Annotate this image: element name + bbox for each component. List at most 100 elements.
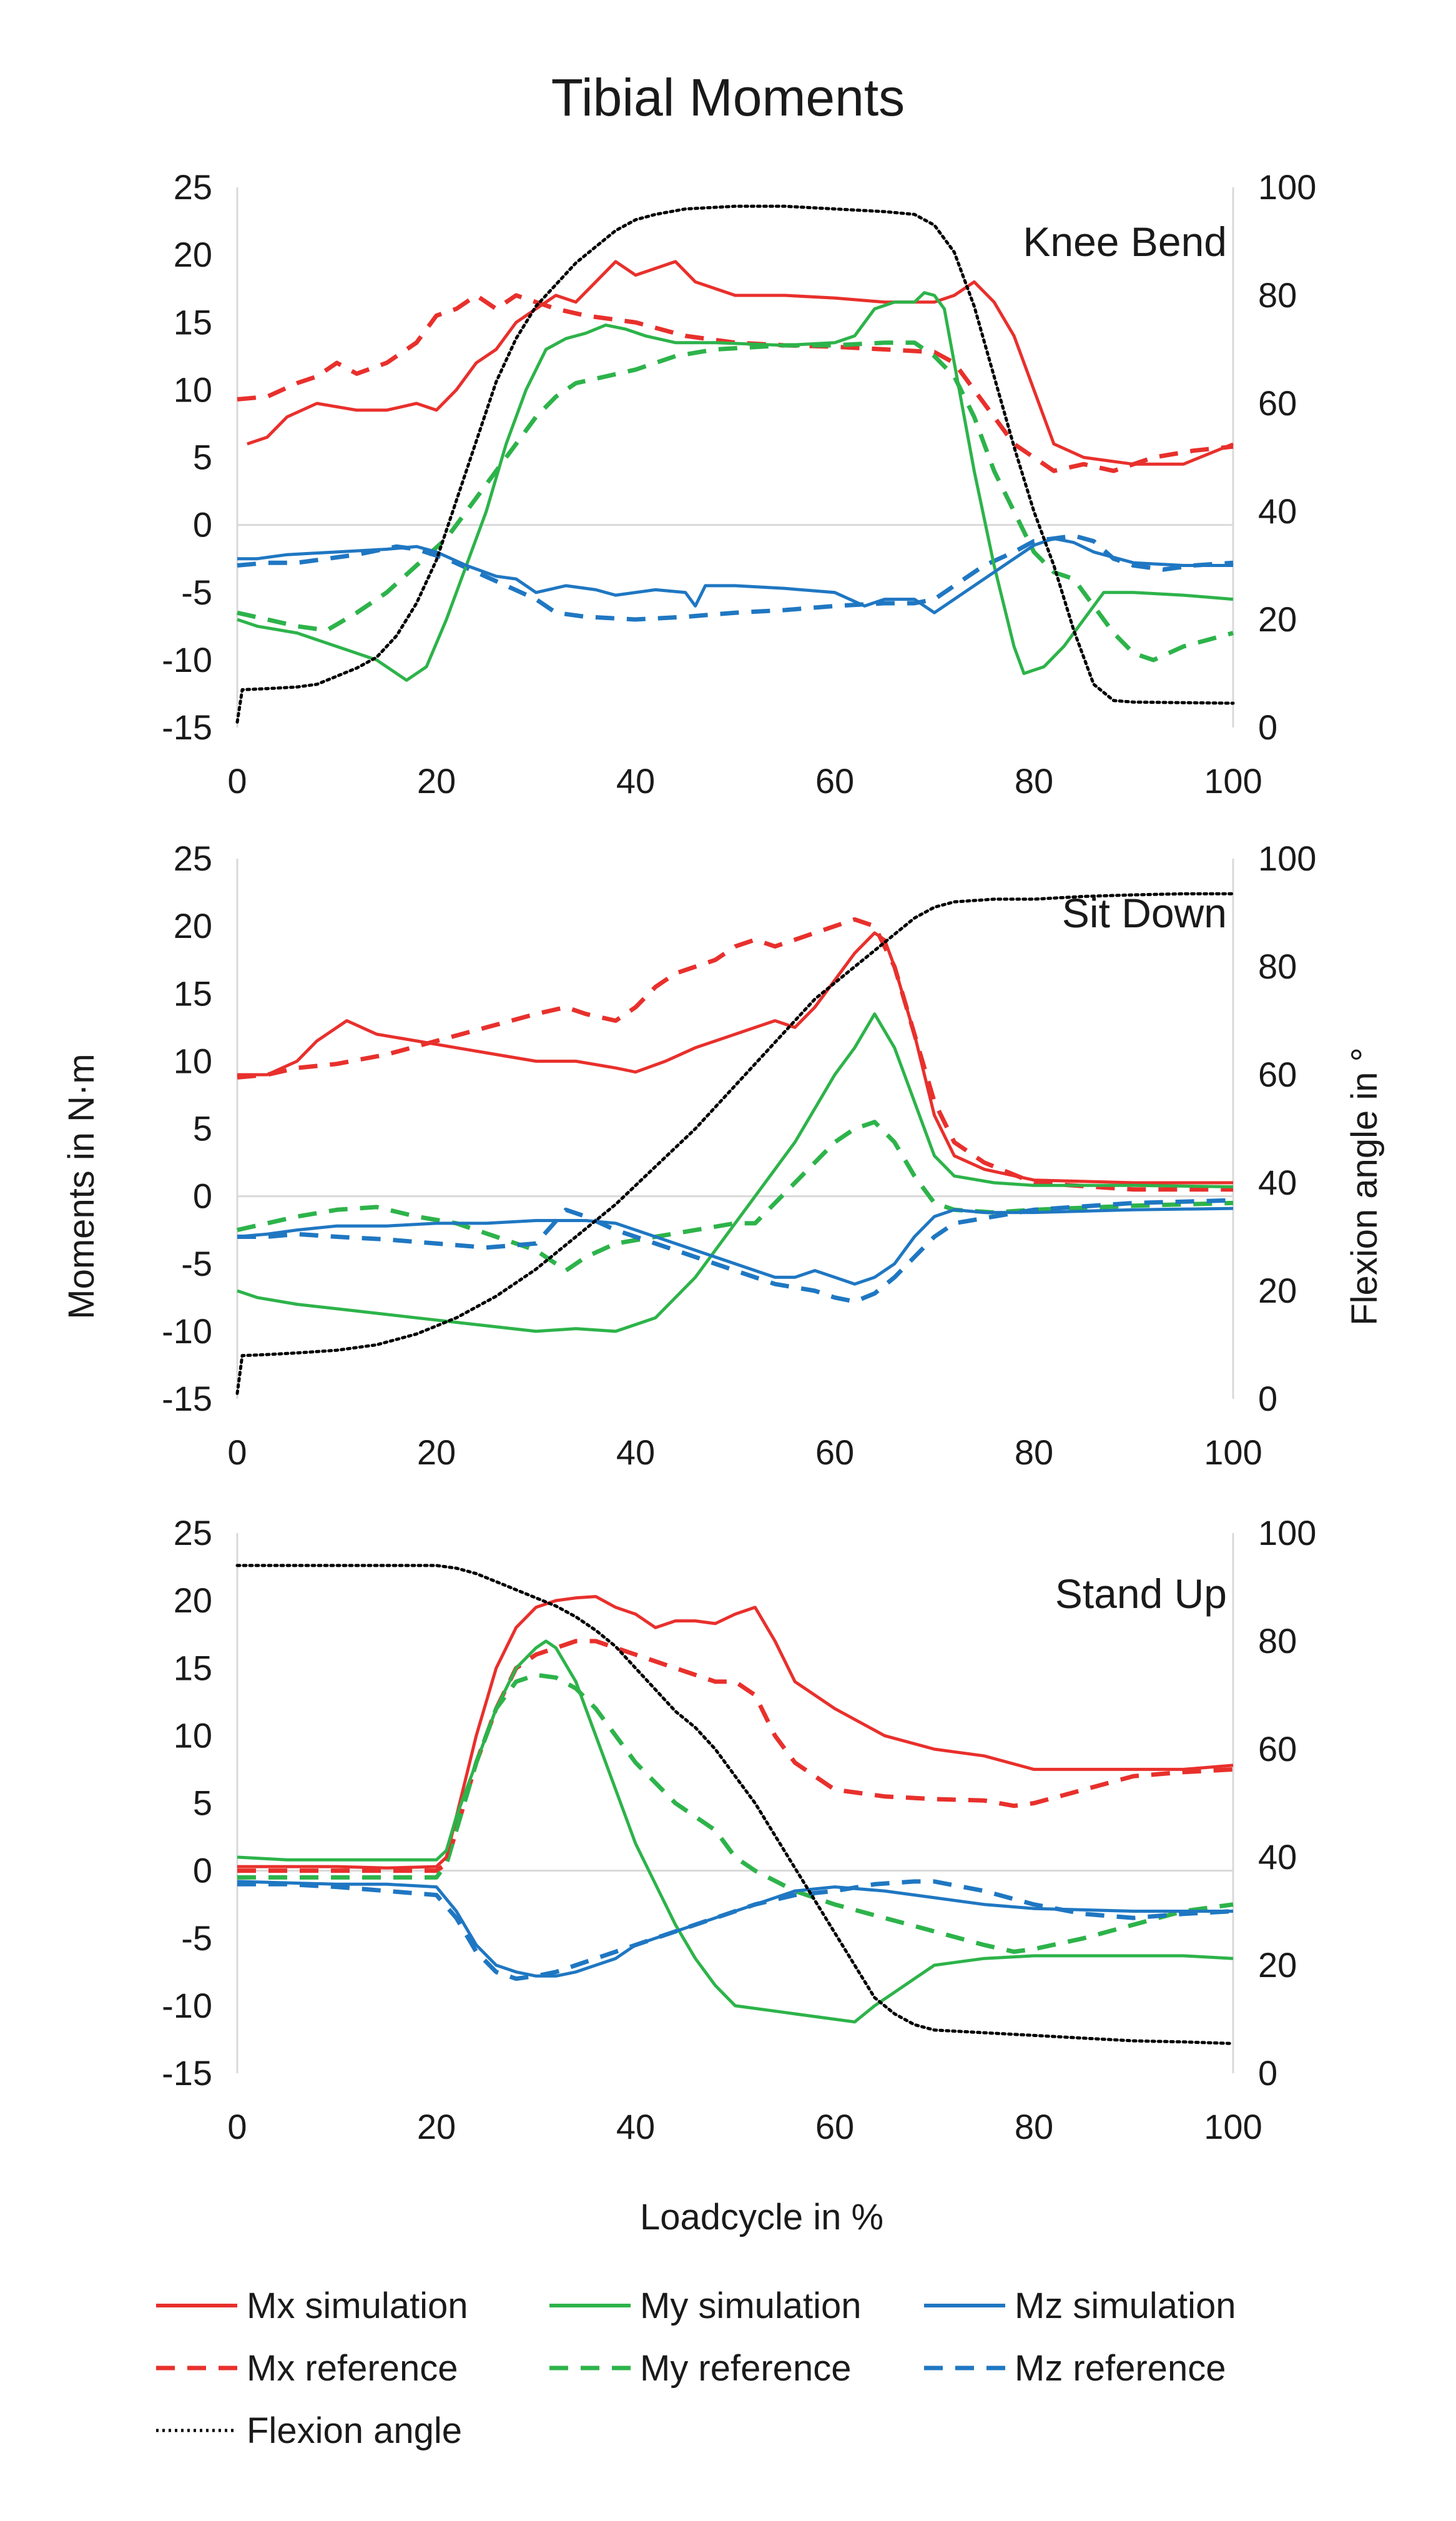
legend-label-mz-simulation: Mz simulation xyxy=(1015,2286,1236,2326)
knee-bend-series-mx-sim xyxy=(247,260,1234,466)
knee-bend-ytick-label: 10 xyxy=(174,370,212,409)
stand-up-series-mx-ref xyxy=(237,1639,1234,1873)
knee-bend-ytick-label: 25 xyxy=(174,167,212,207)
legend-item-my-simulation: My simulation xyxy=(549,2286,862,2326)
sit-down-xtick-label: 0 xyxy=(227,1433,247,1472)
knee-bend-series-my-sim xyxy=(237,291,1234,682)
stand-up-y2tick-label: 80 xyxy=(1258,1621,1297,1660)
sit-down-series-flex xyxy=(235,892,1235,1395)
stand-up-xtick-label: 0 xyxy=(227,2107,247,2146)
knee-bend-y2tick-label: 100 xyxy=(1258,167,1316,207)
sit-down-ytick-label: 0 xyxy=(193,1177,212,1216)
knee-bend-ytick-label: 20 xyxy=(174,235,212,274)
knee-bend-series-mz-sim xyxy=(237,536,1233,614)
sit-down-xtick-label: 40 xyxy=(616,1433,655,1472)
stand-up-y2tick-label: 0 xyxy=(1258,2053,1277,2093)
stand-up-xtick-label: 60 xyxy=(815,2107,854,2146)
sit-down-ytick-label: 10 xyxy=(174,1041,212,1080)
panel-stand-up: -15 -10 -5 0 5 10 15 20 25 0 20 40 60 80 100 0 20 40 60 80 1… xyxy=(162,1513,1316,2146)
legend-label-flexion-angle: Flexion angle xyxy=(247,2410,462,2451)
legend: Mx simulation My simulation Mz simulatio… xyxy=(156,2286,1236,2451)
stand-up-xtick-label: 40 xyxy=(616,2107,655,2146)
knee-bend-ytick-label: -15 xyxy=(162,708,212,747)
stand-up-series-mz-sim xyxy=(237,1880,1233,1978)
sit-down-ytick-label: 5 xyxy=(193,1109,212,1148)
stand-up-ytick-label: 15 xyxy=(174,1648,212,1687)
knee-bend-series-flex xyxy=(235,204,1235,724)
panel-knee-bend: -15 -10 -5 0 5 10 15 20 25 0 20 40 60 80 100 0 20 40 60 80 1… xyxy=(162,167,1316,801)
legend-label-mx-reference: Mx reference xyxy=(247,2348,458,2389)
legend-item-mx-simulation: Mx simulation xyxy=(156,2286,468,2326)
y-axis-right-title: Flexion angle in ° xyxy=(1344,1047,1385,1326)
sit-down-series-mz-sim xyxy=(237,1206,1234,1286)
knee-bend-ytick-label: 5 xyxy=(193,438,212,477)
knee-bend-series-my-ref xyxy=(237,340,1234,663)
sit-down-ytick-label: -5 xyxy=(181,1244,212,1283)
legend-item-flexion-angle: Flexion angle xyxy=(156,2410,462,2451)
legend-label-my-reference: My reference xyxy=(640,2348,851,2389)
stand-up-y2tick-label: 40 xyxy=(1258,1837,1297,1877)
knee-bend-y2tick-label: 60 xyxy=(1258,383,1297,423)
stand-up-series-my-sim xyxy=(237,1639,1234,2024)
sit-down-panel-title: Sit Down xyxy=(1062,890,1227,936)
sit-down-y2tick-label: 0 xyxy=(1258,1379,1277,1418)
sit-down-ytick-label: -15 xyxy=(162,1379,212,1418)
stand-up-panel-title: Stand Up xyxy=(1055,1571,1227,1617)
knee-bend-xtick-label: 100 xyxy=(1204,761,1262,801)
knee-bend-xtick-label: 60 xyxy=(815,761,854,801)
stand-up-series-flex xyxy=(235,1564,1235,2045)
legend-label-my-simulation: My simulation xyxy=(640,2286,862,2326)
sit-down-y2tick-label: 100 xyxy=(1258,839,1316,878)
sit-down-ytick-label: -10 xyxy=(162,1311,212,1351)
knee-bend-ytick-label: 0 xyxy=(193,505,212,545)
sit-down-ytick-label: 15 xyxy=(174,974,212,1013)
knee-bend-ytick-label: 15 xyxy=(174,302,212,342)
sit-down-xtick-label: 60 xyxy=(815,1433,854,1472)
stand-up-ytick-label: 20 xyxy=(174,1581,212,1620)
stand-up-y2tick-label: 100 xyxy=(1258,1513,1316,1552)
legend-item-mz-simulation: Mz simulation xyxy=(924,2286,1236,2326)
knee-bend-y2tick-label: 40 xyxy=(1258,491,1297,531)
panel-sit-down: -15 -10 -5 0 5 10 15 20 25 0 20 40 60 80 100 0 20 40 60 80 1… xyxy=(162,839,1316,1472)
figure-title: Tibial Moments xyxy=(551,68,905,127)
knee-bend-series-mx-ref xyxy=(237,293,1234,473)
knee-bend-xtick-label: 40 xyxy=(616,761,655,801)
knee-bend-y2tick-label: 80 xyxy=(1258,275,1297,315)
stand-up-ytick-label: 0 xyxy=(193,1851,212,1890)
knee-bend-panel-title: Knee Bend xyxy=(1023,219,1227,265)
stand-up-ytick-label: -10 xyxy=(162,1986,212,2025)
stand-up-ytick-label: 25 xyxy=(174,1513,212,1552)
sit-down-series-mx-sim xyxy=(237,931,1233,1185)
knee-bend-xtick-label: 80 xyxy=(1015,761,1053,801)
legend-item-mx-reference: Mx reference xyxy=(156,2348,458,2389)
knee-bend-ytick-label: -10 xyxy=(162,640,212,679)
stand-up-ytick-label: 10 xyxy=(174,1715,212,1755)
y-axis-left-title: Moments in N·m xyxy=(61,1053,102,1319)
knee-bend-y2tick-label: 20 xyxy=(1258,599,1297,639)
legend-label-mz-reference: Mz reference xyxy=(1015,2348,1226,2389)
stand-up-ytick-label: -5 xyxy=(181,1918,212,1958)
stand-up-xtick-label: 20 xyxy=(417,2107,456,2146)
sit-down-series-mx-ref xyxy=(237,917,1233,1192)
sit-down-y2tick-label: 60 xyxy=(1258,1055,1297,1094)
stand-up-ytick-label: 5 xyxy=(193,1783,212,1823)
stand-up-xtick-label: 80 xyxy=(1015,2107,1053,2146)
sit-down-ytick-label: 20 xyxy=(174,906,212,945)
sit-down-y2tick-label: 20 xyxy=(1258,1271,1297,1310)
sit-down-y2tick-label: 40 xyxy=(1258,1163,1297,1202)
stand-up-y2tick-label: 60 xyxy=(1258,1729,1297,1769)
sit-down-series-mz-ref xyxy=(237,1198,1234,1304)
sit-down-series-my-ref xyxy=(237,1120,1234,1273)
sit-down-xtick-label: 20 xyxy=(417,1433,456,1472)
stand-up-ytick-label: -15 xyxy=(162,2053,212,2093)
legend-label-mx-simulation: Mx simulation xyxy=(247,2286,468,2326)
sit-down-ytick-label: 25 xyxy=(174,839,212,878)
sit-down-xtick-label: 100 xyxy=(1204,1433,1262,1472)
knee-bend-xtick-label: 0 xyxy=(227,761,247,801)
stand-up-xtick-label: 100 xyxy=(1204,2107,1262,2146)
sit-down-series-my-sim xyxy=(237,1012,1234,1333)
stand-up-series-my-ref xyxy=(237,1672,1234,1954)
sit-down-y2tick-label: 80 xyxy=(1258,947,1297,986)
stand-up-y2tick-label: 20 xyxy=(1258,1945,1297,1985)
